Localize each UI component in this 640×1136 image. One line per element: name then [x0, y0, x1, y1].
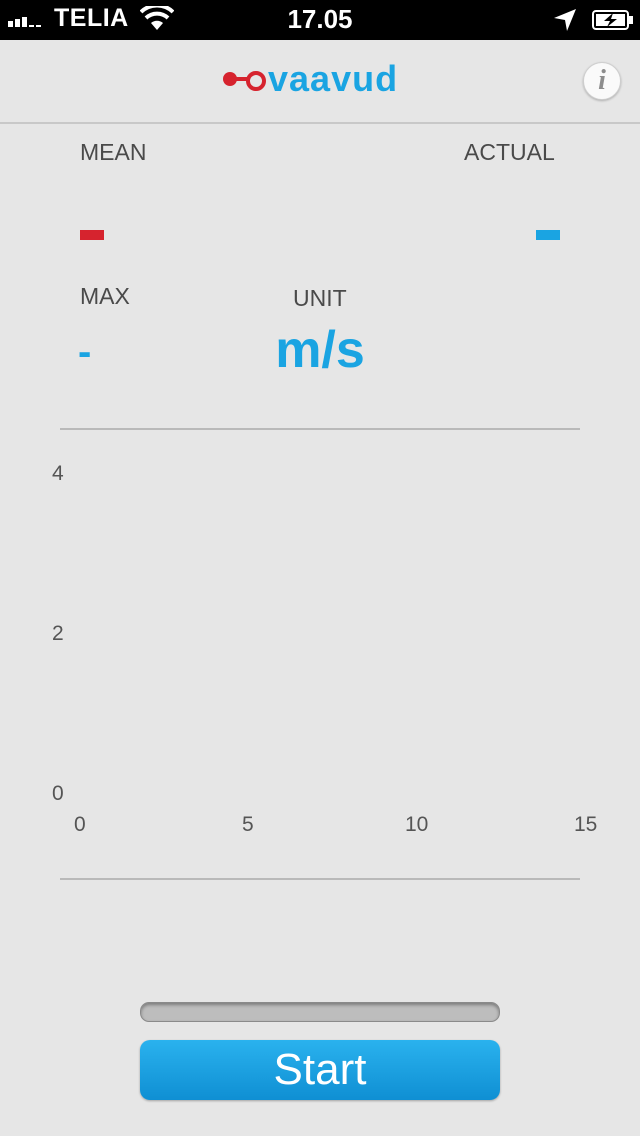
- info-button[interactable]: i: [583, 62, 621, 100]
- x-tick-label: 10: [405, 813, 429, 836]
- actual-label: ACTUAL: [464, 139, 555, 165]
- brand-wordmark: vaavud: [268, 58, 399, 99]
- bottom-divider: [60, 878, 580, 880]
- status-bar: TELIA 17.05: [0, 0, 640, 40]
- unit-label: UNIT: [293, 285, 347, 311]
- signal-strength-icon: [8, 17, 41, 27]
- unit-selector[interactable]: m/s: [275, 321, 365, 379]
- status-time: 17.05: [287, 4, 353, 34]
- measurement-progress-bar: [140, 1002, 500, 1022]
- vaavud-logo: vaavud: [222, 58, 422, 99]
- actual-value: [536, 230, 560, 240]
- battery-charging-icon: [592, 10, 633, 30]
- location-arrow-icon: [554, 9, 576, 31]
- x-tick-label: 15: [574, 813, 598, 836]
- x-tick-label: 0: [74, 813, 86, 836]
- max-value: -: [78, 330, 92, 374]
- y-tick-label: 4: [52, 462, 64, 485]
- vaavud-logo-icon: [223, 71, 266, 91]
- y-tick-label: 0: [52, 782, 64, 805]
- top-divider: [60, 428, 580, 430]
- start-button[interactable]: Start: [140, 1040, 500, 1100]
- max-label: MAX: [80, 283, 130, 309]
- mean-value: [80, 230, 104, 240]
- nav-bar: vaavud i: [0, 40, 640, 124]
- mean-label: MEAN: [80, 139, 147, 165]
- y-tick-label: 2: [52, 622, 64, 645]
- carrier-name: TELIA: [54, 4, 129, 32]
- wifi-icon: [140, 6, 174, 30]
- app-screen: [0, 40, 640, 1136]
- x-tick-label: 5: [242, 813, 254, 836]
